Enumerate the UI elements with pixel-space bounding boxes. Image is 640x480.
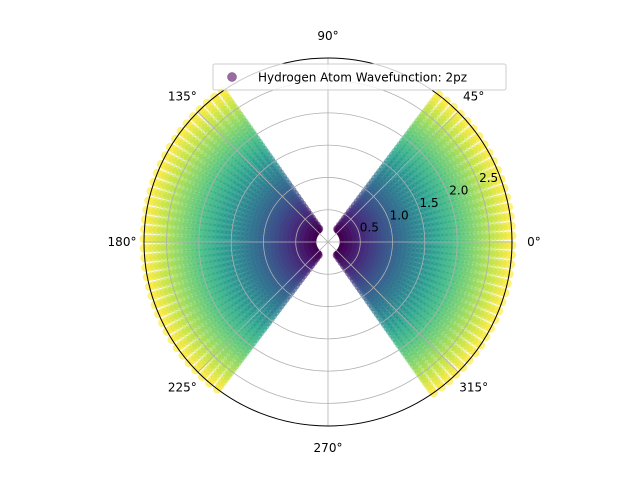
radial-tick-label: 2.0 bbox=[449, 184, 468, 198]
angular-gridline bbox=[327, 111, 459, 243]
angular-gridline bbox=[327, 241, 459, 373]
angular-tick-label: 0° bbox=[527, 235, 541, 249]
angular-tick-labels: 0° 45° 90° 135° 180° 225° 270° 315° bbox=[108, 29, 541, 455]
radial-tick-label: 0.5 bbox=[360, 221, 379, 235]
polar-frame bbox=[143, 57, 513, 427]
angular-tick-label: 315° bbox=[459, 381, 488, 395]
radial-tick-labels: 0.5 1.0 1.5 2.0 2.5 bbox=[360, 171, 498, 235]
legend: Hydrogen Atom Wavefunction: 2pz bbox=[212, 63, 507, 91]
radial-tick-label: 2.5 bbox=[479, 171, 498, 185]
scatter-points bbox=[139, 86, 517, 398]
angular-tick-label: 45° bbox=[463, 89, 484, 103]
angular-tick-label: 135° bbox=[168, 89, 197, 103]
angular-tick-label: 270° bbox=[314, 441, 343, 455]
radial-tick-label: 1.0 bbox=[390, 208, 409, 222]
radial-tick-label: 1.5 bbox=[420, 196, 439, 210]
angular-gridline bbox=[197, 111, 329, 243]
angular-tick-label: 90° bbox=[317, 29, 338, 43]
legend-label: Hydrogen Atom Wavefunction: 2pz bbox=[258, 71, 467, 85]
angular-tick-label: 225° bbox=[168, 381, 197, 395]
legend-marker bbox=[227, 72, 237, 82]
legend-box bbox=[212, 63, 507, 91]
polar-grid bbox=[144, 58, 512, 426]
angular-tick-label: 180° bbox=[108, 235, 137, 249]
angular-gridline bbox=[197, 241, 329, 373]
